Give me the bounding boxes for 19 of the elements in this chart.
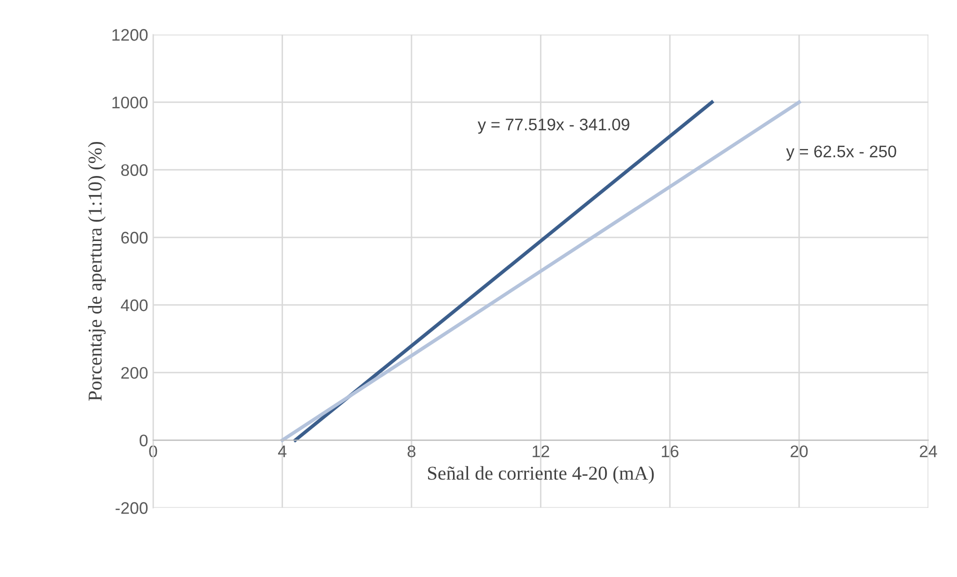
x-tick-label: 24 [920, 445, 938, 458]
x-tick-label: 20 [790, 445, 808, 458]
x-tick-label: 4 [278, 446, 286, 458]
y-tick-label: 600 [121, 232, 148, 244]
x-axis-title: Señal de corriente 4-20 (mA) [428, 466, 654, 484]
x-tick-label: 8 [408, 445, 416, 458]
y-tick-label: 1200 [112, 29, 148, 41]
y-tick-label: -200 [116, 502, 148, 514]
y-tick-label: 400 [120, 299, 148, 312]
annotation: y = 62.5x - 250 [786, 146, 896, 161]
y-tick-label: 0 [140, 434, 148, 446]
x-tick-label: 12 [532, 445, 550, 458]
annotation: y = 77.519x - 341.09 [478, 118, 630, 134]
y-tick-label: 1000 [112, 96, 148, 108]
y-axis-title: Porcentaje de apertura (1:10) (%) [88, 142, 106, 401]
y-tick-label: 800 [121, 164, 148, 176]
y-tick-label: 200 [121, 366, 148, 379]
x-tick-label: 16 [662, 445, 678, 458]
x-tick-label: 0 [149, 445, 158, 458]
